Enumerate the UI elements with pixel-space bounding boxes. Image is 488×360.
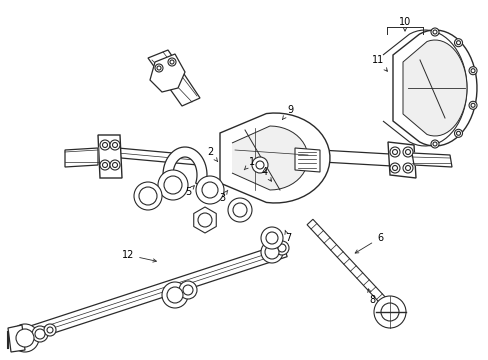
Circle shape [430, 140, 438, 148]
Circle shape [456, 41, 460, 45]
Circle shape [261, 241, 283, 263]
PathPatch shape [231, 126, 307, 190]
Circle shape [256, 161, 264, 169]
Circle shape [44, 324, 56, 336]
Circle shape [112, 143, 117, 148]
Polygon shape [148, 50, 200, 106]
Text: 6: 6 [354, 233, 382, 253]
Circle shape [470, 69, 474, 73]
Circle shape [468, 101, 476, 109]
Circle shape [167, 287, 183, 303]
Circle shape [139, 187, 157, 205]
Polygon shape [193, 207, 216, 233]
Circle shape [102, 162, 107, 167]
Polygon shape [387, 142, 415, 178]
Text: 10: 10 [398, 17, 410, 31]
Circle shape [470, 103, 474, 107]
Text: 9: 9 [282, 105, 292, 120]
Circle shape [402, 163, 412, 173]
Polygon shape [8, 325, 25, 352]
Circle shape [170, 60, 174, 64]
Circle shape [163, 176, 182, 194]
Polygon shape [319, 150, 391, 166]
Polygon shape [306, 219, 392, 311]
Circle shape [32, 326, 48, 342]
Circle shape [261, 227, 283, 249]
Circle shape [183, 285, 193, 295]
Circle shape [265, 232, 278, 244]
Circle shape [264, 245, 279, 259]
Circle shape [453, 39, 462, 47]
Circle shape [468, 67, 476, 75]
Circle shape [232, 203, 246, 217]
Polygon shape [392, 30, 476, 146]
Text: 11: 11 [371, 55, 386, 71]
Circle shape [373, 296, 405, 328]
Circle shape [392, 166, 397, 171]
Circle shape [196, 176, 224, 204]
Circle shape [456, 131, 460, 135]
Circle shape [112, 162, 117, 167]
Polygon shape [319, 150, 391, 166]
Text: 2: 2 [206, 147, 217, 162]
Circle shape [100, 160, 110, 170]
Polygon shape [65, 148, 98, 167]
Circle shape [380, 303, 398, 321]
Polygon shape [402, 40, 466, 136]
Polygon shape [220, 113, 329, 203]
Circle shape [16, 329, 34, 347]
Text: 3: 3 [219, 190, 227, 203]
Text: 8: 8 [367, 289, 374, 305]
Polygon shape [148, 50, 200, 106]
Circle shape [168, 58, 176, 66]
Circle shape [453, 129, 462, 137]
Polygon shape [294, 148, 319, 172]
Circle shape [155, 64, 163, 72]
Polygon shape [150, 54, 184, 92]
Polygon shape [411, 153, 451, 167]
Circle shape [278, 244, 285, 252]
Circle shape [405, 166, 409, 171]
Circle shape [389, 147, 399, 157]
Circle shape [405, 149, 409, 154]
Circle shape [110, 160, 120, 170]
Circle shape [389, 163, 399, 173]
Polygon shape [118, 148, 198, 165]
Polygon shape [65, 148, 98, 167]
Circle shape [202, 182, 218, 198]
Circle shape [392, 149, 397, 154]
Circle shape [100, 140, 110, 150]
Circle shape [227, 198, 251, 222]
Text: 7: 7 [285, 230, 290, 243]
Circle shape [432, 30, 436, 34]
Circle shape [430, 28, 438, 36]
Circle shape [162, 282, 187, 308]
Circle shape [110, 140, 120, 150]
Circle shape [102, 143, 107, 148]
Circle shape [35, 329, 45, 339]
Circle shape [157, 66, 161, 70]
Polygon shape [118, 148, 198, 165]
Circle shape [47, 327, 53, 333]
Circle shape [274, 241, 288, 255]
Circle shape [198, 213, 212, 227]
Circle shape [179, 281, 197, 299]
Circle shape [251, 157, 267, 173]
Circle shape [134, 182, 162, 210]
Polygon shape [8, 243, 286, 347]
Text: 5: 5 [184, 186, 194, 197]
Circle shape [432, 142, 436, 146]
Text: 4: 4 [262, 167, 271, 181]
Text: 12: 12 [122, 250, 156, 262]
Circle shape [402, 147, 412, 157]
Polygon shape [411, 153, 451, 167]
Text: 1: 1 [244, 157, 255, 170]
Polygon shape [98, 135, 122, 178]
Circle shape [158, 170, 187, 200]
Circle shape [11, 324, 39, 352]
Polygon shape [163, 147, 206, 188]
